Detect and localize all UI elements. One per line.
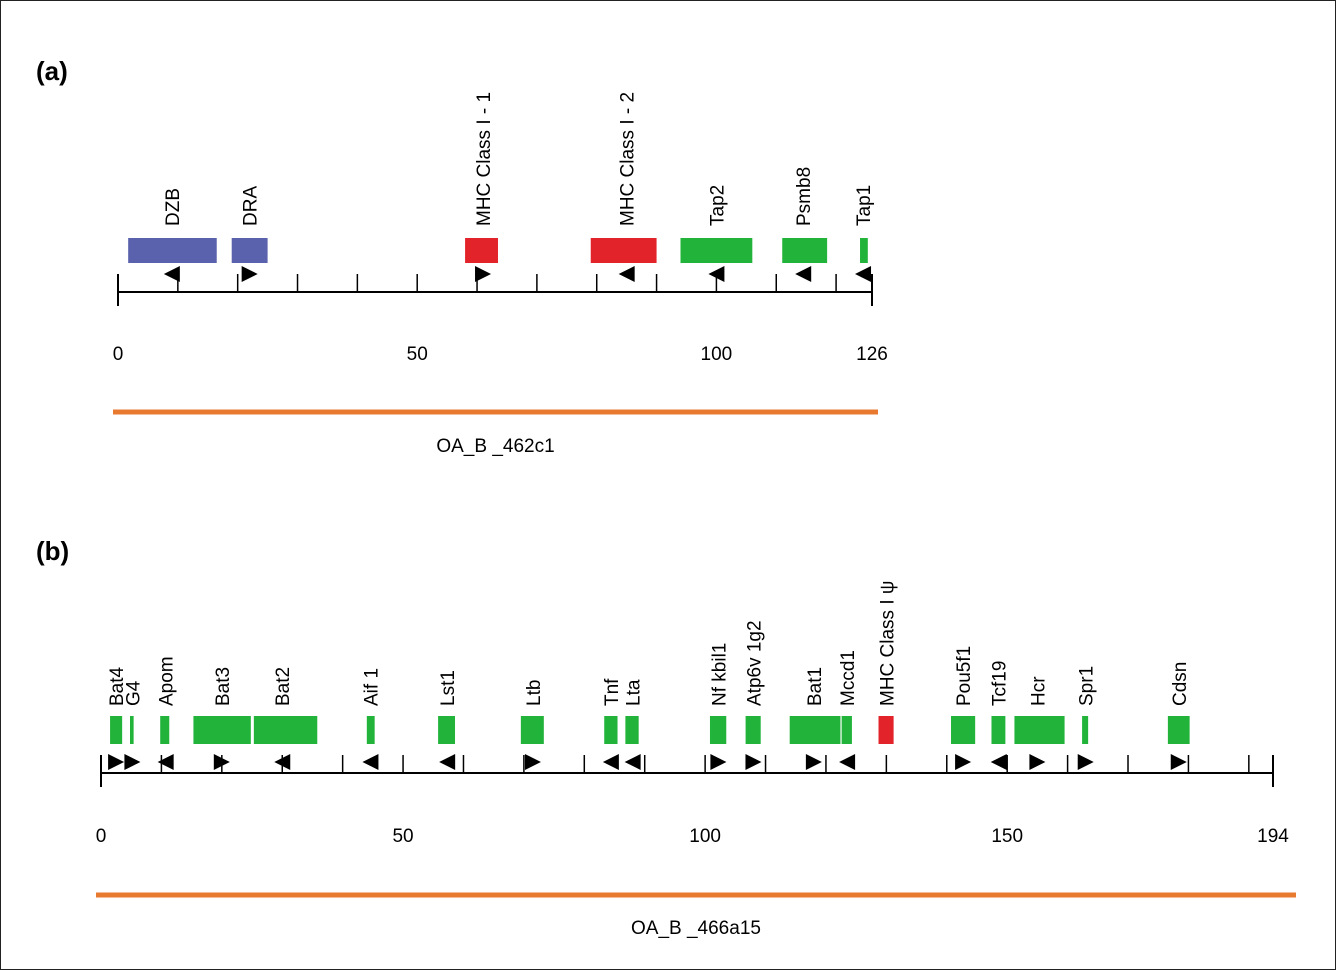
- gene-label-hcr: Hcr: [1028, 676, 1049, 706]
- gene-block-dzb: [128, 238, 217, 263]
- strand-arrow-aif-1: [362, 754, 379, 770]
- gene-label-mhc-class-i-2: MHC Class I - 2: [618, 92, 639, 226]
- gene-label-g4: G4: [123, 680, 144, 706]
- strand-arrow-tap1: [855, 266, 872, 282]
- gene-label-psmb8: Psmb8: [794, 167, 815, 226]
- gene-label-atp6v-1g2: Atp6v 1g2: [744, 620, 765, 706]
- gene-block-atp6v-1g2: [745, 716, 761, 744]
- gene-block-bat3: [193, 716, 251, 744]
- gene-label-dzb: DZB: [163, 188, 184, 226]
- strand-arrow-psmb8: [795, 266, 812, 282]
- gene-block-mhc-class-i-2: [590, 238, 657, 263]
- gene-label-ltb: Ltb: [524, 680, 545, 706]
- gene-label-lst1: Lst1: [438, 670, 459, 706]
- strand-arrow-dra: [241, 266, 258, 282]
- gene-block-mhc-class-i: [878, 716, 894, 744]
- gene-label-mhc-class-i-1: MHC Class I - 1: [474, 92, 495, 226]
- tick-label: 0: [96, 826, 107, 847]
- strand-arrow-mccd1: [839, 754, 856, 770]
- gene-block-bat4: [110, 716, 123, 744]
- gene-label-tcf19: Tcf19: [990, 661, 1011, 706]
- strand-arrow-cdsn: [1170, 754, 1187, 770]
- panel-a: (a) 0 50 100 126 DZB DRA MHC Class I - 1 MHC Cl…: [36, 56, 888, 457]
- tick-label: 50: [407, 344, 428, 365]
- gene-label-pou5f1: Pou5f1: [954, 646, 975, 706]
- gene-block-dra: [231, 238, 268, 263]
- gene-block-ltb: [520, 716, 544, 744]
- strand-arrow-dzb: [163, 266, 180, 282]
- gene-label-spr1: Spr1: [1077, 666, 1098, 706]
- strand-arrow-lst1: [439, 754, 456, 770]
- strand-arrow-apom: [157, 754, 174, 770]
- gene-block-cdsn: [1167, 716, 1190, 744]
- gene-block-lst1: [438, 716, 456, 744]
- gene-block-psmb8: [782, 238, 828, 263]
- gene-block-spr1: [1082, 716, 1089, 744]
- tick-label: 50: [392, 826, 413, 847]
- panel-label-b: (b): [36, 536, 69, 566]
- gene-label-mccd1: Mccd1: [838, 650, 859, 706]
- panel-label-a: (a): [36, 56, 68, 86]
- strand-arrow-tap2: [708, 266, 725, 282]
- strand-arrow-ltb: [524, 754, 541, 770]
- gene-label-mhc-class-i: MHC Class I ψ: [877, 581, 898, 706]
- tick-label: 150: [991, 826, 1023, 847]
- gene-block-lta: [625, 716, 639, 744]
- gene-block-g4: [129, 716, 134, 744]
- strand-arrow-nf-kbil1: [710, 754, 727, 770]
- strand-arrow-hcr: [1029, 754, 1046, 770]
- strand-arrow-pou5f1: [955, 754, 972, 770]
- gene-block-pou5f1: [951, 716, 976, 744]
- gene-label-dra: DRA: [241, 186, 262, 226]
- gene-block-tnf: [604, 716, 618, 744]
- gene-label-tap1: Tap1: [854, 185, 875, 226]
- gene-label-bat4: Bat4: [107, 666, 128, 706]
- gene-block-tcf19: [991, 716, 1006, 744]
- tick-label: 100: [689, 826, 721, 847]
- gene-block-bat2: [253, 716, 318, 744]
- strand-arrow-atp6v-1g2: [745, 754, 762, 770]
- gene-label-lta: Lta: [624, 679, 645, 706]
- gene-block-mhc-class-i-1: [465, 238, 498, 263]
- gene-label-tap2: Tap2: [707, 185, 728, 226]
- gene-block-bat1: [789, 716, 841, 744]
- gene-block-tap1: [860, 238, 868, 263]
- gene-block-hcr: [1014, 716, 1065, 744]
- strand-arrow-lta: [624, 754, 641, 770]
- clone-label: OA_B _466a15: [631, 918, 761, 939]
- gene-block-mccd1: [841, 716, 852, 744]
- gene-block-aif-1: [366, 716, 375, 744]
- gene-label-bat3: Bat3: [213, 667, 234, 706]
- tick-label: 100: [701, 344, 733, 365]
- strand-arrow-tcf19: [990, 754, 1007, 770]
- gene-label-cdsn: Cdsn: [1170, 662, 1191, 706]
- tick-label: 0: [113, 344, 124, 365]
- strand-arrow-mhc-class-i-1: [475, 266, 492, 282]
- gene-label-tnf: Tnf: [602, 678, 623, 706]
- strand-arrow-bat1: [805, 754, 822, 770]
- strand-arrow-bat4: [108, 754, 125, 770]
- strand-arrow-g4: [124, 754, 141, 770]
- strand-arrow-bat3: [213, 754, 230, 770]
- tick-label: 126: [856, 344, 888, 365]
- gene-label-bat1: Bat1: [805, 667, 826, 706]
- gene-label-apom: Apom: [157, 656, 178, 706]
- strand-arrow-tnf: [602, 754, 619, 770]
- clone-label: OA_B _462c1: [436, 436, 554, 457]
- gene-block-nf-kbil1: [709, 716, 727, 744]
- tick-label: 194: [1257, 826, 1289, 847]
- gene-block-tap2: [680, 238, 753, 263]
- strand-arrow-spr1: [1077, 754, 1094, 770]
- gene-label-aif-1: Aif 1: [361, 668, 382, 706]
- gene-label-nf-kbil1: Nf kbil1: [709, 643, 730, 706]
- gene-block-apom: [160, 716, 170, 744]
- strand-arrow-mhc-class-i-2: [618, 266, 635, 282]
- gene-label-bat2: Bat2: [273, 667, 294, 706]
- strand-arrow-bat2: [274, 754, 291, 770]
